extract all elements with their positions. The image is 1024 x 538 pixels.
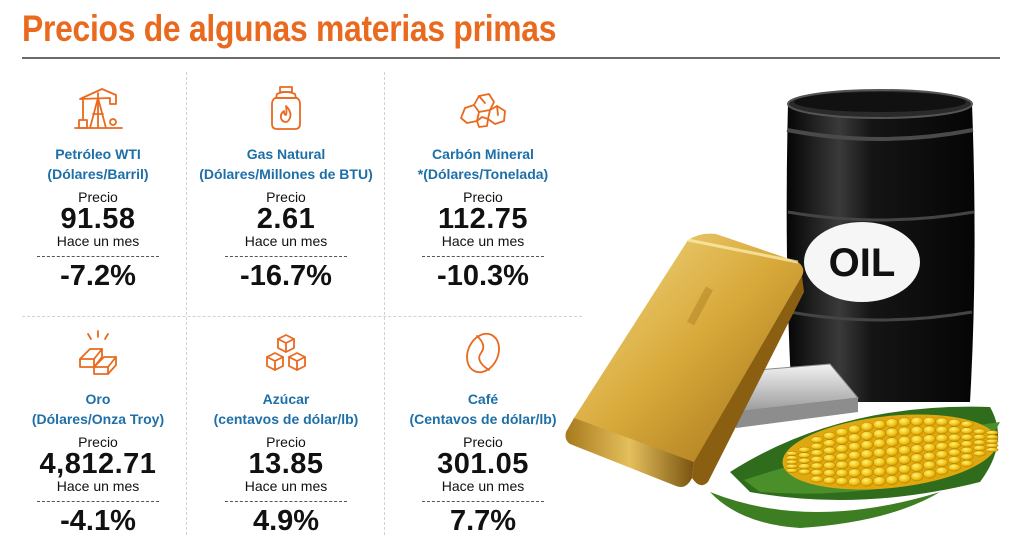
change-value: -7.2% (60, 260, 136, 292)
price-value: 91.58 (60, 203, 136, 235)
commodity-card-oro: Oro (Dólares/Onza Troy) Precio 4,812.71 … (0, 329, 196, 538)
oil-barrel: OIL (786, 89, 975, 402)
commodity-name: Café (Centavos de dólar/lb) (409, 391, 557, 427)
commodity-name: Azúcar (centavos de dólar/lb) (213, 391, 359, 427)
gas-cylinder-icon (271, 86, 301, 130)
title-rule (22, 57, 1000, 59)
change-value: -10.3% (437, 260, 529, 292)
column-divider (186, 72, 187, 535)
change-value: 4.9% (252, 505, 320, 537)
corn-cob (710, 406, 1000, 528)
price-label: Precio (266, 434, 306, 450)
commodities-illustration: OIL (565, 89, 1000, 528)
change-value: -4.1% (60, 505, 136, 537)
price-label: Precio (78, 434, 118, 450)
commodity-card-carbon: Carbón Mineral *(Dólares/Tonelada) Preci… (385, 84, 581, 293)
month-ago-label: Hace un mes (441, 478, 525, 494)
change-divider (225, 256, 347, 257)
change-value: -16.7% (240, 260, 332, 292)
commodity-name: Petróleo WTI (Dólares/Barril) (47, 146, 149, 182)
price-label: Precio (463, 189, 503, 205)
commodity-card-gas-natural: Gas Natural (Dólares/Millones de BTU) Pr… (188, 84, 384, 293)
change-divider (422, 256, 544, 257)
page-title: Precios de algunas materias primas (22, 8, 557, 49)
row-divider (22, 316, 582, 317)
commodity-name: Oro (Dólares/Onza Troy) (31, 391, 165, 427)
month-ago-label: Hace un mes (56, 478, 140, 494)
change-value: 7.7% (449, 505, 517, 537)
sugar-cubes-icon (266, 334, 306, 371)
month-ago-label: Hace un mes (56, 233, 140, 249)
oil-pump-icon (74, 88, 123, 129)
commodity-card-azucar: Azúcar (centavos de dólar/lb) Precio 13.… (188, 329, 384, 538)
price-label: Precio (78, 189, 118, 205)
gold-bars-icon (79, 330, 117, 375)
price-value: 13.85 (248, 448, 324, 480)
column-divider (384, 72, 385, 535)
price-value: 4,812.71 (39, 448, 157, 480)
coal-rocks-icon (460, 93, 506, 128)
price-label: Precio (266, 189, 306, 205)
commodity-name: Gas Natural (Dólares/Millones de BTU) (199, 146, 373, 182)
price-value: 2.61 (256, 203, 316, 235)
month-ago-label: Hace un mes (244, 478, 328, 494)
price-value: 301.05 (437, 448, 529, 480)
commodity-name: Carbón Mineral *(Dólares/Tonelada) (417, 146, 549, 182)
change-divider (37, 501, 159, 502)
month-ago-label: Hace un mes (244, 233, 328, 249)
gold-bar (565, 233, 804, 487)
change-divider (225, 501, 347, 502)
change-divider (37, 256, 159, 257)
price-value: 112.75 (437, 203, 529, 235)
commodity-card-cafe: Café (Centavos de dólar/lb) Precio 301.0… (385, 329, 581, 538)
month-ago-label: Hace un mes (441, 233, 525, 249)
coffee-bean-icon (466, 332, 500, 374)
change-divider (422, 501, 544, 502)
barrel-label: OIL (829, 241, 896, 285)
price-label: Precio (463, 434, 503, 450)
commodity-card-petroleo: Petróleo WTI (Dólares/Barril) Precio 91.… (0, 84, 196, 293)
